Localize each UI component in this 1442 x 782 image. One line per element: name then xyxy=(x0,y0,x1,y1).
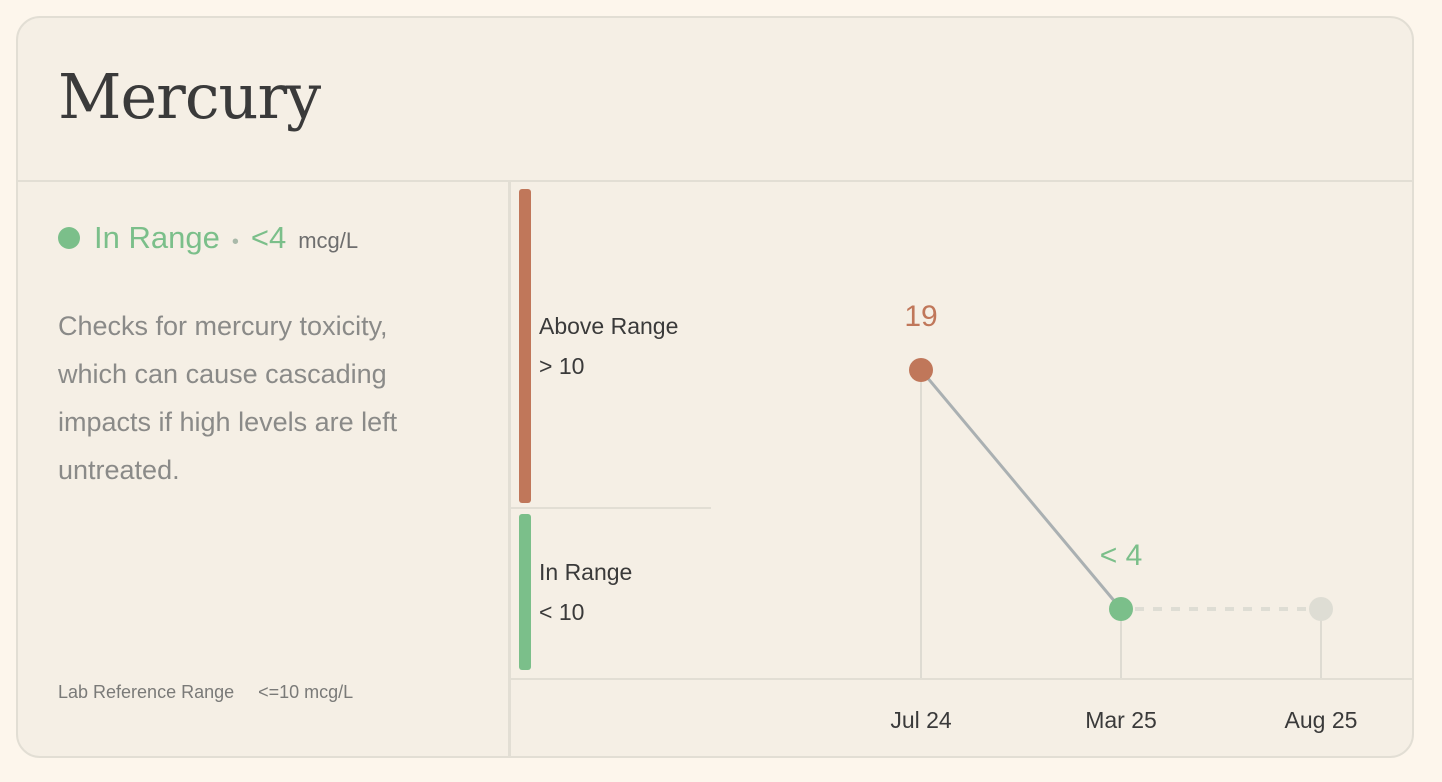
in-range-label: In Range < 10 xyxy=(539,552,632,632)
status-unit: mcg/L xyxy=(298,228,359,253)
status-row: In Range • <4 mcg/L xyxy=(58,220,358,256)
trend-line-segment xyxy=(919,369,1123,610)
band-divider xyxy=(511,507,711,509)
in-range-band xyxy=(519,514,531,670)
data-point-1 xyxy=(1109,597,1133,621)
x-tick-label-1: Mar 25 xyxy=(1085,707,1157,733)
above-range-band xyxy=(519,189,531,503)
x-tick-label-0: Jul 24 xyxy=(890,707,952,733)
data-point-2 xyxy=(1309,597,1333,621)
reference-range: Lab Reference Range <=10 mcg/L xyxy=(58,682,377,703)
mercury-card: Mercury In Range • <4 mcg/L Checks for m… xyxy=(16,16,1414,758)
status-dot-icon xyxy=(58,227,80,249)
reference-range-label: Lab Reference Range xyxy=(58,682,235,702)
above-range-label: Above Range > 10 xyxy=(539,306,678,386)
trend-chart: 19 < 4 Jul 24 Mar 25 Aug 25 xyxy=(890,300,1358,733)
above-range-threshold: > 10 xyxy=(539,353,585,379)
card-title: Mercury xyxy=(58,60,321,133)
status-value: <4 xyxy=(250,220,287,255)
card-header: Mercury xyxy=(18,18,1412,182)
status-label: In Range xyxy=(94,220,220,255)
in-range-threshold: < 10 xyxy=(539,599,585,625)
reference-range-value: <=10 mcg/L xyxy=(258,682,354,702)
description-text: Checks for mercury toxicity, which can c… xyxy=(58,311,398,485)
x-tick-label-2: Aug 25 xyxy=(1285,707,1358,733)
status-separator: • xyxy=(231,231,239,253)
above-range-name: Above Range xyxy=(539,313,679,339)
data-label-1: < 4 xyxy=(1100,539,1143,572)
x-axis-line xyxy=(511,678,1412,680)
summary-panel: In Range • <4 mcg/L Checks for mercury t… xyxy=(18,182,511,756)
data-label-0: 19 xyxy=(904,300,937,333)
in-range-name: In Range xyxy=(539,559,633,585)
data-point-0 xyxy=(909,358,933,382)
chart-panel: Above Range > 10 In Range < 10 19 < 4 Jul … xyxy=(511,182,1412,756)
